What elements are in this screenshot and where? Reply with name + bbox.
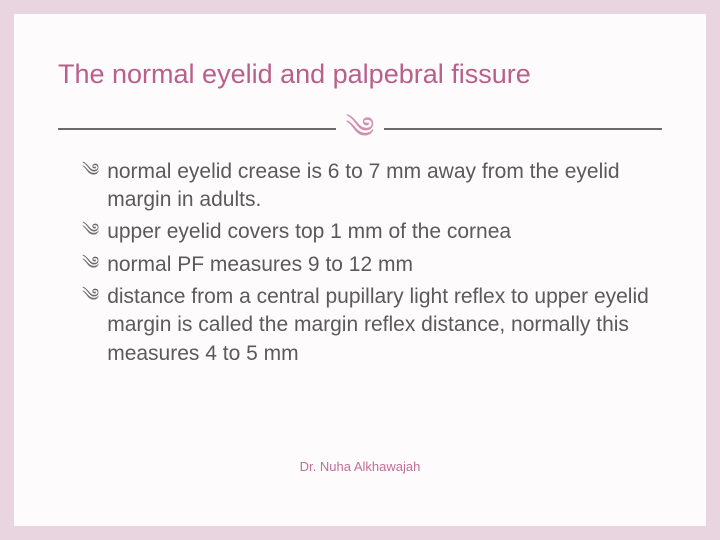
bullet-icon: ༄ [82,251,99,275]
slide-footer-author: Dr. Nuha Alkhawajah [14,459,706,474]
flourish-icon: ༄ [346,114,375,144]
bullet-list: ༄ normal eyelid crease is 6 to 7 mm away… [58,158,662,368]
list-item: ༄ normal PF measures 9 to 12 mm [82,251,662,279]
slide-body: The normal eyelid and palpebral fissure … [14,14,706,526]
divider-line-left [58,128,336,130]
bullet-icon: ༄ [82,158,99,182]
list-item: ༄ normal eyelid crease is 6 to 7 mm away… [82,158,662,215]
slide-title: The normal eyelid and palpebral fissure [58,58,662,92]
divider-line-right [384,128,662,130]
bullet-icon: ༄ [82,283,99,307]
list-item: ༄ distance from a central pupillary ligh… [82,283,662,368]
list-item: ༄ upper eyelid covers top 1 mm of the co… [82,218,662,246]
bullet-text: upper eyelid covers top 1 mm of the corn… [107,218,511,246]
bullet-icon: ༄ [82,218,99,242]
bullet-text: normal eyelid crease is 6 to 7 mm away f… [107,158,662,215]
title-divider: ༄ [58,114,662,144]
slide-outer-frame: The normal eyelid and palpebral fissure … [0,0,720,540]
bullet-text: normal PF measures 9 to 12 mm [107,251,413,279]
bullet-text: distance from a central pupillary light … [107,283,662,368]
